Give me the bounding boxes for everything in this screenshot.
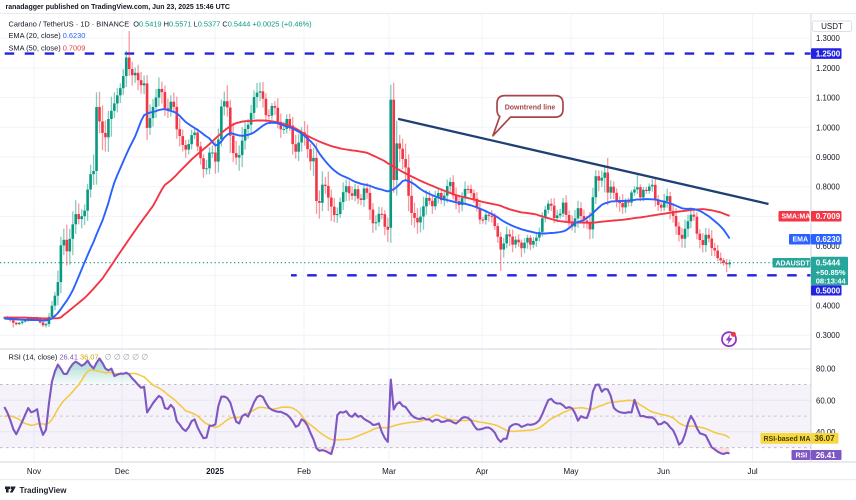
svg-text:Downtrend line: Downtrend line — [505, 105, 556, 112]
svg-text:1.0000: 1.0000 — [816, 123, 841, 132]
svg-text:USDT: USDT — [821, 22, 843, 31]
svg-text:1.2500: 1.2500 — [816, 50, 841, 59]
svg-text:0.6000: 0.6000 — [816, 242, 841, 251]
svg-text:SMA:MA: SMA:MA — [782, 214, 811, 221]
svg-text:RSI-based MA: RSI-based MA — [764, 436, 811, 443]
svg-text:ADAUSDT: ADAUSDT — [776, 260, 811, 267]
svg-text:+50.85%: +50.85% — [816, 268, 846, 277]
svg-text:Dec: Dec — [115, 467, 129, 476]
svg-text:0.9000: 0.9000 — [816, 153, 841, 162]
svg-text:ranadagger published on Tradin: ranadagger published on TradingView.com,… — [6, 4, 230, 11]
svg-text:60.00: 60.00 — [816, 396, 836, 405]
svg-text:1.1000: 1.1000 — [816, 94, 841, 103]
svg-text:2025: 2025 — [206, 467, 224, 476]
svg-text:40.00: 40.00 — [816, 428, 836, 437]
svg-text:0.3000: 0.3000 — [816, 331, 841, 340]
svg-text:0.7009: 0.7009 — [816, 212, 841, 221]
svg-text:1.2000: 1.2000 — [816, 64, 841, 73]
svg-text:SMA (50, close) 0.7009: SMA (50, close) 0.7009 — [9, 43, 86, 52]
svg-text:EMA: EMA — [793, 237, 809, 244]
svg-text:TradingView: TradingView — [20, 486, 68, 495]
svg-text:RSI (14, close) 26.41 36.07 ∅∅: RSI (14, close) 26.41 36.07 ∅∅∅∅∅ — [9, 353, 151, 362]
svg-text:Jul: Jul — [747, 467, 757, 476]
svg-text:1.3000: 1.3000 — [816, 34, 841, 43]
svg-text:Cardano / TetherUS · 1D · BINA: Cardano / TetherUS · 1D · BINANCE O0.541… — [9, 20, 312, 29]
svg-text:36.07: 36.07 — [815, 434, 836, 443]
svg-text:26.41: 26.41 — [816, 451, 837, 460]
svg-text:0.5444: 0.5444 — [816, 259, 841, 268]
svg-text:EMA (20, close) 0.6230: EMA (20, close) 0.6230 — [9, 31, 86, 40]
svg-text:08:13:44: 08:13:44 — [816, 276, 847, 285]
svg-text:0.5000: 0.5000 — [816, 286, 841, 295]
svg-text:Feb: Feb — [297, 467, 311, 476]
svg-text:RSI: RSI — [796, 453, 808, 460]
svg-text:Mar: Mar — [382, 467, 396, 476]
svg-text:Apr: Apr — [476, 467, 489, 476]
svg-text:May: May — [563, 467, 578, 476]
svg-text:Jun: Jun — [657, 467, 670, 476]
svg-text:Nov: Nov — [27, 467, 41, 476]
svg-text:0.6230: 0.6230 — [816, 235, 841, 244]
svg-text:0.8000: 0.8000 — [816, 183, 841, 192]
svg-text:80.00: 80.00 — [816, 365, 836, 374]
svg-text:0.4000: 0.4000 — [816, 302, 841, 311]
